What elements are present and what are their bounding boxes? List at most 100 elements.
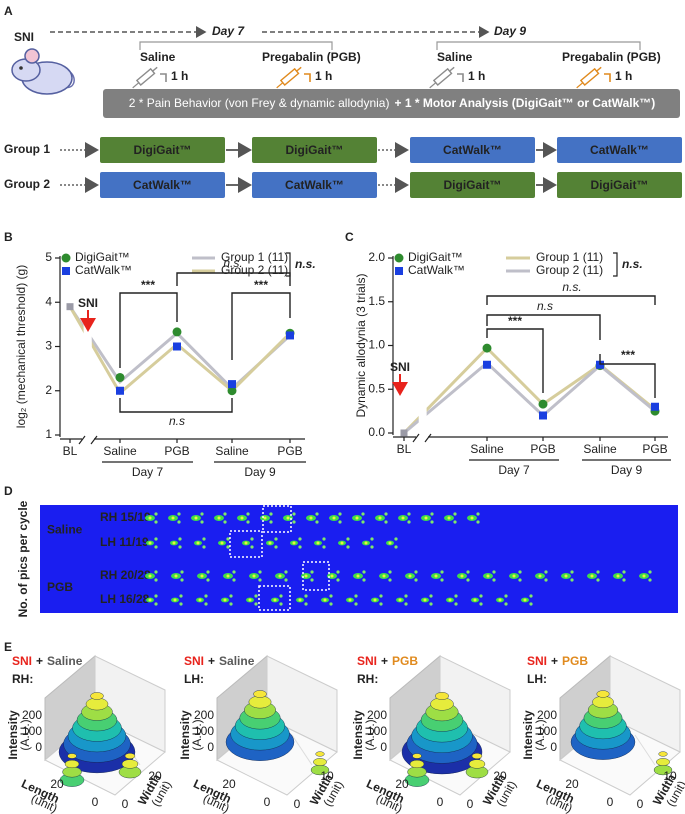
legend-label: Group 1 (11) [536, 250, 603, 264]
protocol-banner [103, 89, 680, 118]
treatment-name: Pregabalin (PGB) [262, 50, 361, 64]
paw-center [194, 516, 198, 520]
paw-toe [279, 594, 283, 598]
highlight-box [302, 561, 330, 591]
day-label: Day 7 [212, 24, 245, 38]
paw-toe [177, 520, 181, 524]
marker [116, 386, 124, 395]
y-tick-label: 1.0 [368, 338, 385, 352]
paw-center [523, 598, 527, 602]
syringe-needle [429, 82, 437, 89]
paw-toe [206, 570, 210, 574]
x-tick-label: 0 [92, 795, 99, 809]
paw-toe [269, 512, 273, 516]
y-tick-label: 5 [45, 250, 52, 264]
highlight-box [229, 530, 263, 558]
paw-toe [407, 520, 411, 524]
paw-center [263, 516, 267, 520]
paw-toe [338, 512, 342, 516]
plus-text: + [381, 654, 388, 668]
paw-toe [479, 594, 483, 598]
sni-label: SNI [14, 30, 34, 44]
syringe-barrel [579, 67, 600, 86]
syringe-icon [576, 66, 602, 89]
syringe-icon [429, 66, 455, 89]
x-tick-label: PGB [642, 442, 667, 456]
syringe-plunger [152, 66, 158, 72]
paw-center [470, 516, 474, 520]
intensity-layer [124, 753, 136, 759]
method-box [100, 172, 225, 198]
legend-label: DigiGait™ [75, 250, 130, 264]
paw-toe [226, 545, 230, 549]
paw-center [268, 541, 272, 545]
significance-bracket [231, 292, 291, 360]
paw-toe [544, 578, 548, 582]
paw-toe [298, 545, 302, 549]
paw-center [388, 541, 392, 545]
break-mark [412, 433, 420, 443]
paw-toe [206, 578, 210, 582]
method-box [100, 137, 225, 163]
x-tick-label: PGB [164, 444, 189, 458]
marker [538, 399, 548, 409]
paw-center [309, 516, 313, 520]
sni-text: SNI [12, 654, 32, 668]
group-label: Group 2 [4, 177, 50, 191]
x-tick-label: 0 [264, 795, 271, 809]
paw-center [408, 574, 412, 578]
side-label: LH: [184, 672, 204, 686]
paw-toe [180, 578, 184, 582]
z-tick-label: 200 [22, 708, 42, 722]
annotation: SNI [390, 360, 410, 374]
paw-toe [453, 512, 457, 516]
y-tick-label: 0.5 [368, 381, 385, 395]
intensity-layer [121, 759, 139, 769]
z-axis-label: Intensity [178, 710, 192, 760]
paw-toe [178, 537, 182, 541]
marker [483, 360, 491, 369]
z-tick-label: 0 [207, 740, 214, 754]
method-box [557, 172, 682, 198]
significance-bracket [176, 272, 291, 286]
paw-toe [250, 537, 254, 541]
paw-toe [154, 594, 158, 598]
paw-center [473, 598, 477, 602]
break-mark [90, 435, 98, 445]
w-tick-label: 0 [294, 797, 301, 811]
paw-toe [384, 520, 388, 524]
marker [539, 411, 547, 420]
paw-toe [370, 537, 374, 541]
day-label: Day 9 [611, 463, 643, 477]
intensity-layer [592, 695, 614, 709]
legend-marker [394, 253, 404, 263]
intensity-layer [658, 751, 668, 757]
paw-toe [570, 578, 574, 582]
paw-toe [394, 537, 398, 541]
x-tick-label: Saline [215, 444, 249, 458]
intensity-layer [468, 759, 486, 769]
highlight-box [262, 505, 292, 533]
paw-toe [310, 570, 314, 574]
time-arrow [604, 73, 611, 82]
sni-text: SNI [184, 654, 204, 668]
z-tick-label: 0 [550, 740, 557, 754]
x-tick-label: 20 [222, 777, 236, 791]
paw-toe [440, 570, 444, 574]
intensity-layer [315, 751, 325, 757]
significance-bracket [486, 314, 601, 340]
paw-toe [394, 545, 398, 549]
syringe-needle [276, 82, 284, 89]
x-tick-label: BL [397, 442, 412, 456]
paw-toe [404, 594, 408, 598]
mouse-icon [11, 48, 75, 95]
treatment-name: Pregabalin (PGB) [562, 50, 661, 64]
annotation: n.s. [562, 280, 581, 294]
paw-center [330, 574, 334, 578]
z-tick-label: 100 [367, 724, 387, 738]
paw-toe [223, 512, 227, 516]
paw-center [316, 541, 320, 545]
paw-toe [154, 570, 158, 574]
w-tick-label: 0 [122, 797, 129, 811]
